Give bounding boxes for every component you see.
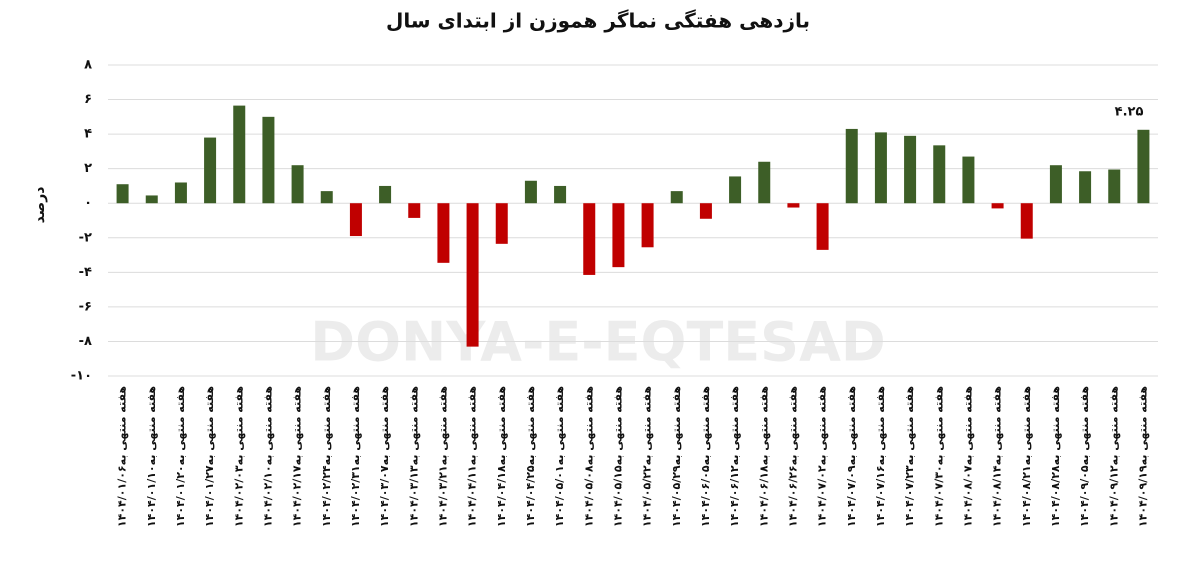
bar — [1049, 165, 1062, 204]
bar — [174, 182, 187, 204]
x-tick-label: هفته منتهی به۱۴۰۴/۰۶/۱۸ — [757, 386, 770, 527]
y-tick-label: ۴ — [84, 127, 92, 142]
x-tick-label: هفته منتهی به۱۴۰۴/۰۹/۰۵ — [1078, 386, 1091, 527]
y-tick-label: -۴ — [79, 265, 92, 280]
bar — [320, 191, 333, 204]
x-tick-label: هفته منتهی به۱۴۰۴/۰۲/۱۰ — [261, 386, 274, 527]
bar — [524, 180, 537, 204]
bar — [379, 185, 392, 204]
bar — [816, 203, 829, 250]
x-tick-label: هفته منتهی به۱۴۰۴/۰۴/۱۱ — [466, 386, 479, 527]
bar — [262, 116, 275, 204]
y-tick-label: -۸ — [79, 334, 92, 349]
bar — [845, 128, 858, 204]
x-tick-label: هفته منتهی به۱۴۰۴/۰۶/۲۶ — [786, 386, 799, 527]
x-tick-label: هفته منتهی به۱۴۰۴/۰۸/۱۴ — [991, 386, 1004, 527]
x-tick-label: هفته منتهی به۱۴۰۴/۰۸/۲۸ — [1049, 386, 1062, 527]
x-tick-label: هفته منتهی به۱۴۰۴/۰۲/۰۳ — [232, 386, 245, 527]
watermark: DONYA-E-EQTESAD — [310, 311, 885, 374]
x-tick-label: هفته منتهی به۱۴۰۴/۰۳/۰۷ — [378, 386, 391, 527]
x-tick-label: هفته منتهی به۱۴۰۴/۰۱/۰۶ — [116, 386, 129, 527]
bar — [116, 184, 129, 204]
bar — [204, 137, 217, 204]
x-tick-label: هفته منتهی به۱۴۰۴/۰۸/۲۱ — [1020, 386, 1033, 527]
bar — [962, 156, 975, 204]
bar — [758, 161, 771, 204]
x-tick-label: هفته منتهی به۱۴۰۴/۰۵/۲۲ — [641, 386, 654, 527]
x-tick-label: هفته منتهی به۱۴۰۴/۰۶/۱۲ — [728, 386, 741, 527]
bar — [583, 203, 596, 275]
x-tick-label: هفته منتهی به۱۴۰۴/۰۲/۲۴ — [320, 386, 333, 527]
bar — [495, 203, 508, 244]
x-tick-label: هفته منتهی به۱۴۰۴/۰۷/۲۳ — [903, 386, 916, 527]
bar — [1079, 171, 1092, 204]
bar — [145, 195, 158, 204]
bar — [612, 203, 625, 268]
bar — [1108, 169, 1121, 204]
x-tick-label: هفته منتهی به۱۴۰۴/۰۱/۲۷ — [203, 386, 216, 527]
bar — [729, 176, 742, 204]
y-tick-label: -۲ — [79, 230, 92, 245]
x-tick-label: هفته منتهی به۱۴۰۴/۰۷/۰۲ — [816, 386, 829, 527]
bar — [670, 191, 683, 204]
y-axis-label: درصد — [32, 187, 48, 224]
x-tick-label: هفته منتهی به۱۴۰۴/۰۵/۰۸ — [582, 386, 595, 527]
x-tick-label: هفته منتهی به۱۴۰۴/۰۵/۲۹ — [670, 386, 683, 527]
bar — [1020, 203, 1033, 239]
y-tick-label: ۰ — [84, 196, 92, 211]
x-tick-label: هفته منتهی به۱۴۰۴/۰۲/۳۱ — [349, 386, 362, 527]
chart-title: بازدهی هفتگی نماگر هموزن از ابتدای سال — [386, 9, 810, 33]
bar — [233, 105, 246, 204]
y-tick-label: ۲ — [84, 161, 92, 176]
x-tick-label: هفته منتهی به۱۴۰۴/۰۱/۱۰ — [145, 386, 158, 527]
x-tick-label: هفته منتهی به۱۴۰۴/۰۴/۲۵ — [524, 386, 537, 527]
x-tick-label: هفته منتهی به۱۴۰۴/۰۶/۰۵ — [699, 386, 712, 527]
x-tick-label: هفته منتهی به۱۴۰۴/۰۹/۱۹ — [1136, 386, 1149, 527]
y-tick-label: -۱۰ — [71, 369, 92, 384]
x-tick-label: هفته منتهی به۱۴۰۴/۰۷/۰۹ — [845, 386, 858, 527]
y-tick-label: ۸ — [84, 58, 92, 73]
x-tick-label: هفته منتهی به۱۴۰۴/۰۸/۰۷ — [961, 386, 974, 527]
bar — [437, 203, 450, 263]
x-tick-label: هفته منتهی به۱۴۰۴/۰۴/۱۸ — [495, 386, 508, 527]
x-tick-label: هفته منتهی به۱۴۰۴/۰۳/۲۱ — [436, 386, 449, 527]
bar — [699, 203, 712, 219]
bar — [466, 203, 479, 347]
bar — [904, 135, 917, 204]
bar — [349, 203, 362, 237]
bar — [554, 185, 567, 204]
bar — [1137, 129, 1150, 204]
x-tick-label: هفته منتهی به۱۴۰۴/۰۲/۱۷ — [291, 386, 304, 527]
x-tick-label: هفته منتهی به۱۴۰۴/۰۳/۱۳ — [407, 386, 420, 527]
bar — [291, 165, 304, 204]
x-tick-label: هفته منتهی به۱۴۰۴/۰۵/۱۵ — [611, 386, 624, 527]
value-label: ۴.۲۵ — [1115, 104, 1144, 119]
x-tick-label: هفته منتهی به۱۴۰۴/۰۷/۱۶ — [874, 386, 887, 527]
y-tick-label: -۶ — [79, 299, 92, 314]
bar — [408, 203, 421, 218]
bar — [933, 145, 946, 204]
bar — [641, 203, 654, 248]
bar — [787, 203, 800, 208]
bar — [991, 203, 1004, 209]
x-tick-label: هفته منتهی به۱۴۰۴/۰۱/۲۰ — [174, 386, 187, 527]
x-tick-label: هفته منتهی به۱۴۰۴/۰۵/۰۱ — [553, 386, 566, 527]
x-tick-label: هفته منتهی به۱۴۰۴/۰۹/۱۲ — [1107, 386, 1120, 527]
x-tick-label: هفته منتهی به۱۴۰۴/۰۷/۳۰ — [932, 386, 945, 527]
bar — [874, 132, 887, 204]
y-tick-label: ۶ — [84, 92, 92, 107]
